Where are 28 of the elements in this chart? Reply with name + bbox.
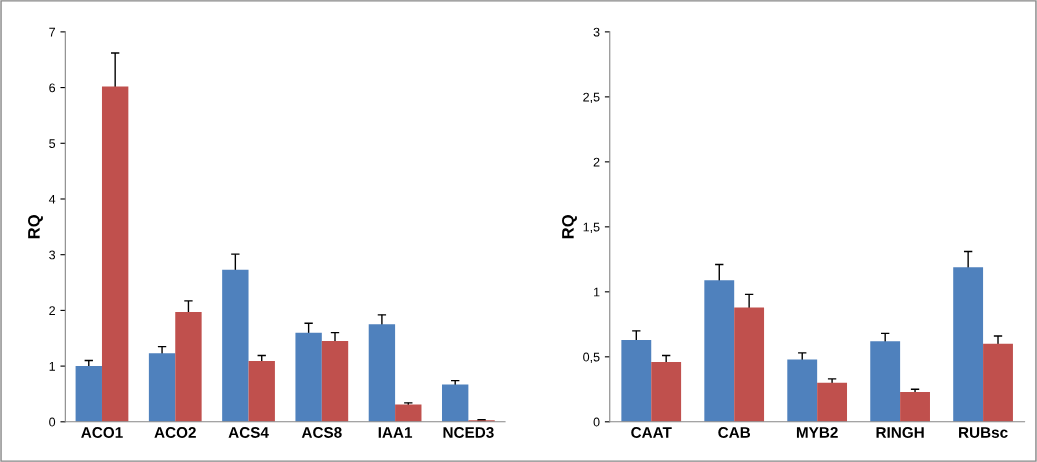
- y-axis-title: RQ: [562, 215, 577, 239]
- y-tick-label: 7: [49, 27, 55, 37]
- y-tick-label: 1,5: [583, 222, 600, 233]
- y-tick-label: 0: [49, 417, 56, 427]
- y-tick-label: 2: [49, 306, 55, 315]
- x-tick-label: IAA1: [378, 427, 413, 438]
- y-tick-label: 0: [593, 417, 600, 427]
- x-tick-label: CAB: [718, 427, 751, 438]
- x-tick-label: ACS8: [301, 427, 342, 438]
- y-tick-label: 6: [49, 83, 56, 93]
- x-tick-label: ACS4: [228, 427, 269, 438]
- y-tick-label: 2,5: [583, 92, 600, 103]
- x-tick-label: CAAT: [631, 427, 672, 438]
- y-axis-title: RQ: [28, 215, 43, 239]
- x-tick-label: RUBsc: [959, 427, 1008, 438]
- x-tick-label: NCED3: [443, 427, 494, 438]
- y-tick-label: 4: [48, 194, 56, 204]
- y-tick-label: 3: [593, 27, 600, 37]
- x-tick-label: ACO2: [154, 427, 196, 438]
- y-tick-label: 5: [49, 139, 56, 148]
- y-tick-label: 0,5: [583, 352, 600, 363]
- y-tick-label: 1: [594, 287, 600, 297]
- y-tick-label: 2: [593, 157, 600, 167]
- x-tick-label: MYB2: [796, 427, 838, 438]
- y-tick-label: 1: [49, 362, 55, 371]
- x-tick-label: ACO1: [81, 427, 123, 438]
- y-tick-label: 3: [49, 250, 56, 260]
- x-tick-label: RINGH: [876, 427, 924, 438]
